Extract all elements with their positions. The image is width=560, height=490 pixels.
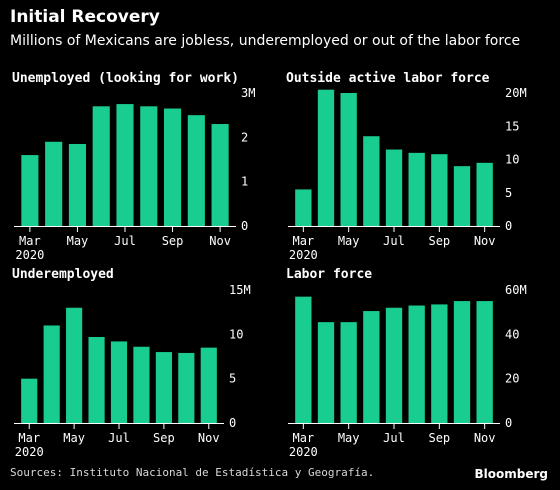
y-tick-label: 0 xyxy=(505,219,512,233)
bar-oct xyxy=(453,166,471,226)
x-tick-label: Nov xyxy=(198,431,220,445)
bar-nov xyxy=(211,124,229,226)
y-tick-label: 10 xyxy=(229,327,243,341)
bar-apr xyxy=(317,322,335,423)
x-tick-label: Nov xyxy=(209,234,231,248)
y-tick-label: 3M xyxy=(241,86,255,100)
panel-title: Outside active labor force xyxy=(286,71,490,86)
x-year-label: 2020 xyxy=(289,445,318,459)
x-tick-label: Nov xyxy=(474,234,496,248)
bar-aug xyxy=(408,305,425,423)
bar-jun xyxy=(88,336,105,423)
bar-aug xyxy=(140,106,158,226)
bar-jul xyxy=(116,104,134,226)
x-tick-label: May xyxy=(67,234,89,248)
bar-jun xyxy=(363,136,380,226)
bar-may xyxy=(340,93,357,226)
source-note: Sources: Instituto Nacional de Estadísti… xyxy=(10,466,375,479)
bar-may xyxy=(340,322,357,423)
bar-jun xyxy=(363,311,380,423)
bar-oct xyxy=(453,301,471,423)
bar-jul xyxy=(385,149,403,226)
bar-apr xyxy=(43,325,60,423)
y-tick-label: 0 xyxy=(241,219,248,233)
x-tick-label: Sep xyxy=(162,234,184,248)
x-tick-label: Jul xyxy=(383,431,405,445)
y-tick-label: 15 xyxy=(505,119,519,133)
x-tick-label: Jul xyxy=(383,234,405,248)
bloomberg-logo: Bloomberg xyxy=(474,467,549,481)
bar-may xyxy=(66,307,83,423)
y-tick-label: 5 xyxy=(229,372,236,386)
x-year-label: 2020 xyxy=(289,248,318,262)
bar-sep xyxy=(431,154,448,226)
y-tick-label: 20 xyxy=(505,372,519,386)
x-tick-label: Jul xyxy=(108,431,130,445)
y-tick-label: 10 xyxy=(505,153,519,167)
y-tick-label: 0 xyxy=(505,416,512,430)
bar-mar xyxy=(21,378,38,423)
x-tick-label: Jul xyxy=(114,234,136,248)
x-tick-label: Sep xyxy=(428,234,450,248)
bar-jul xyxy=(110,341,128,423)
bar-nov xyxy=(476,301,493,423)
bar-mar xyxy=(295,296,312,423)
bar-jul xyxy=(385,307,403,423)
bar-nov xyxy=(476,162,493,226)
bar-jun xyxy=(92,106,110,226)
bar-sep xyxy=(164,108,182,226)
panel-title: Underemployed xyxy=(12,267,114,282)
x-tick-label: Sep xyxy=(153,431,175,445)
chart-subtitle: Millions of Mexicans are jobless, undere… xyxy=(10,33,521,49)
chart-title: Initial Recovery xyxy=(10,7,160,27)
bar-nov xyxy=(200,347,217,423)
bar-mar xyxy=(21,155,39,226)
bar-aug xyxy=(133,346,150,423)
y-tick-label: 60M xyxy=(505,283,527,297)
bar-may xyxy=(68,143,86,226)
bar-apr xyxy=(317,89,335,227)
x-tick-label: May xyxy=(63,431,85,445)
bar-aug xyxy=(408,152,425,226)
y-tick-label: 0 xyxy=(229,416,236,430)
y-tick-label: 2 xyxy=(241,130,248,144)
x-tick-label: Mar xyxy=(292,234,314,248)
y-tick-label: 40 xyxy=(505,327,519,341)
x-tick-label: Mar xyxy=(292,431,314,445)
bar-mar xyxy=(295,189,312,226)
y-tick-label: 1 xyxy=(241,175,248,189)
x-tick-label: Sep xyxy=(428,431,450,445)
panel-title: Labor force xyxy=(286,267,372,282)
x-tick-label: Mar xyxy=(19,234,41,248)
bar-sep xyxy=(155,352,172,423)
x-tick-label: Nov xyxy=(474,431,496,445)
bar-apr xyxy=(45,141,63,226)
panel-title: Unemployed (looking for work) xyxy=(12,71,239,86)
x-year-label: 2020 xyxy=(15,445,44,459)
x-tick-label: May xyxy=(338,234,360,248)
y-tick-label: 5 xyxy=(505,186,512,200)
x-tick-label: Mar xyxy=(18,431,40,445)
x-year-label: 2020 xyxy=(15,248,44,262)
y-tick-label: 15M xyxy=(229,283,251,297)
x-tick-label: May xyxy=(338,431,360,445)
bar-oct xyxy=(187,115,205,226)
bar-sep xyxy=(431,304,448,423)
y-tick-label: 20M xyxy=(505,86,527,100)
bar-oct xyxy=(178,352,195,423)
